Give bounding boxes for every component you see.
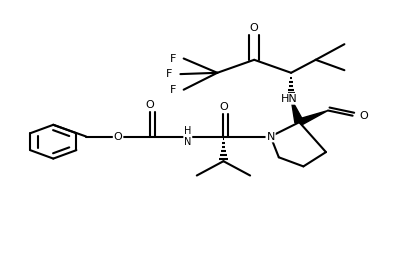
- Text: O: O: [249, 23, 258, 33]
- Text: HN: HN: [280, 94, 297, 104]
- Text: O: O: [113, 132, 122, 141]
- Text: O: O: [358, 111, 367, 121]
- Text: N: N: [266, 132, 274, 141]
- Text: O: O: [218, 102, 227, 112]
- Polygon shape: [296, 110, 327, 125]
- Text: F: F: [165, 69, 172, 79]
- Text: O: O: [145, 100, 154, 109]
- Text: F: F: [169, 54, 176, 63]
- Polygon shape: [290, 99, 303, 123]
- Text: F: F: [169, 85, 176, 95]
- Text: H
N: H N: [184, 126, 191, 147]
